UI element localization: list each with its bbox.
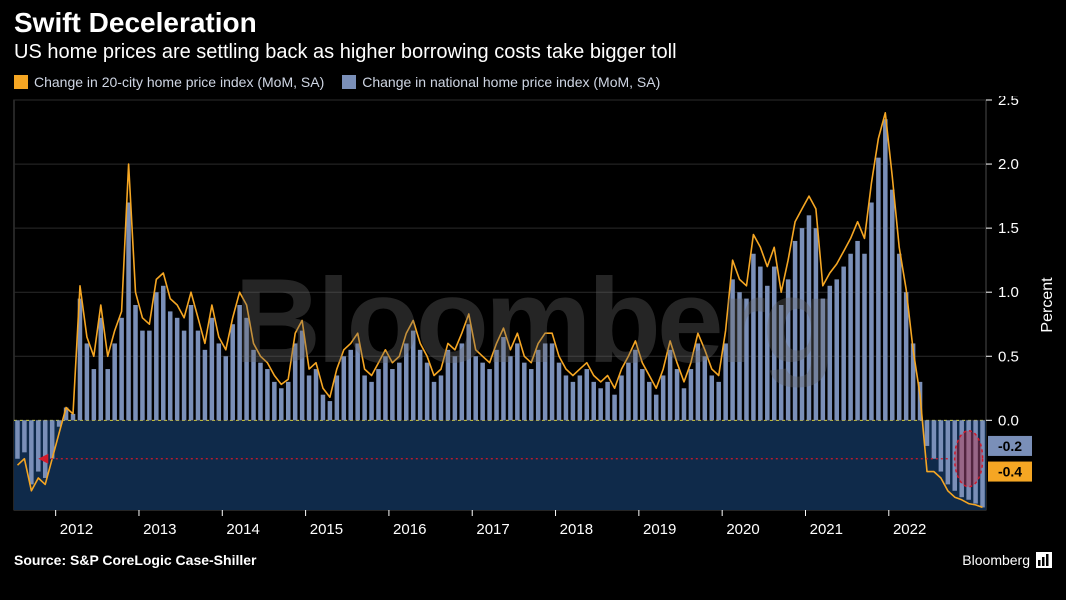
legend-swatch-line bbox=[14, 75, 28, 89]
svg-text:2018: 2018 bbox=[560, 521, 593, 538]
legend-swatch-bar bbox=[342, 75, 356, 89]
svg-text:2019: 2019 bbox=[643, 521, 676, 538]
svg-text:0.0: 0.0 bbox=[998, 412, 1019, 429]
legend-item-line: Change in 20-city home price index (MoM,… bbox=[14, 74, 324, 90]
legend-label-line: Change in 20-city home price index (MoM,… bbox=[34, 74, 324, 90]
svg-text:2020: 2020 bbox=[726, 521, 759, 538]
svg-text:2.0: 2.0 bbox=[998, 156, 1019, 173]
svg-text:2017: 2017 bbox=[476, 521, 509, 538]
legend-item-bar: Change in national home price index (MoM… bbox=[342, 74, 660, 90]
source-label: Source: S&P CoreLogic Case-Shiller bbox=[14, 552, 256, 568]
brand-footer: Bloomberg bbox=[962, 552, 1052, 568]
legend-label-bar: Change in national home price index (MoM… bbox=[362, 74, 660, 90]
svg-text:2014: 2014 bbox=[226, 521, 259, 538]
legend: Change in 20-city home price index (MoM,… bbox=[0, 64, 1066, 96]
footer: Source: S&P CoreLogic Case-Shiller Bloom… bbox=[0, 546, 1066, 568]
chart-area: Bloomberg 0.00.51.01.52.02.5Percent20122… bbox=[0, 96, 1066, 546]
chart-svg: 0.0 0.5 1.0 1.5 2.0 2.5 Percent 2012 2013 2014 201… bbox=[0, 96, 1066, 546]
chart-subtitle: US home prices are settling back as high… bbox=[14, 41, 1052, 64]
brand-text: Bloomberg bbox=[962, 552, 1030, 568]
svg-text:2021: 2021 bbox=[810, 521, 843, 538]
svg-text:-0.2: -0.2 bbox=[998, 438, 1022, 454]
chart-header: Swift Deceleration US home prices are se… bbox=[0, 0, 1066, 64]
svg-text:2013: 2013 bbox=[143, 521, 176, 538]
svg-text:2022: 2022 bbox=[893, 521, 926, 538]
svg-text:2012: 2012 bbox=[60, 521, 93, 538]
svg-text:2.5: 2.5 bbox=[998, 96, 1019, 109]
chart-title: Swift Deceleration bbox=[14, 8, 1052, 39]
bloomberg-icon bbox=[1036, 552, 1052, 568]
svg-text:0.5: 0.5 bbox=[998, 348, 1019, 365]
svg-text:1.0: 1.0 bbox=[998, 284, 1019, 301]
svg-text:2015: 2015 bbox=[310, 521, 343, 538]
svg-text:Percent: Percent bbox=[1039, 277, 1056, 333]
svg-text:2016: 2016 bbox=[393, 521, 426, 538]
svg-text:-0.4: -0.4 bbox=[998, 463, 1022, 479]
svg-text:1.5: 1.5 bbox=[998, 220, 1019, 237]
